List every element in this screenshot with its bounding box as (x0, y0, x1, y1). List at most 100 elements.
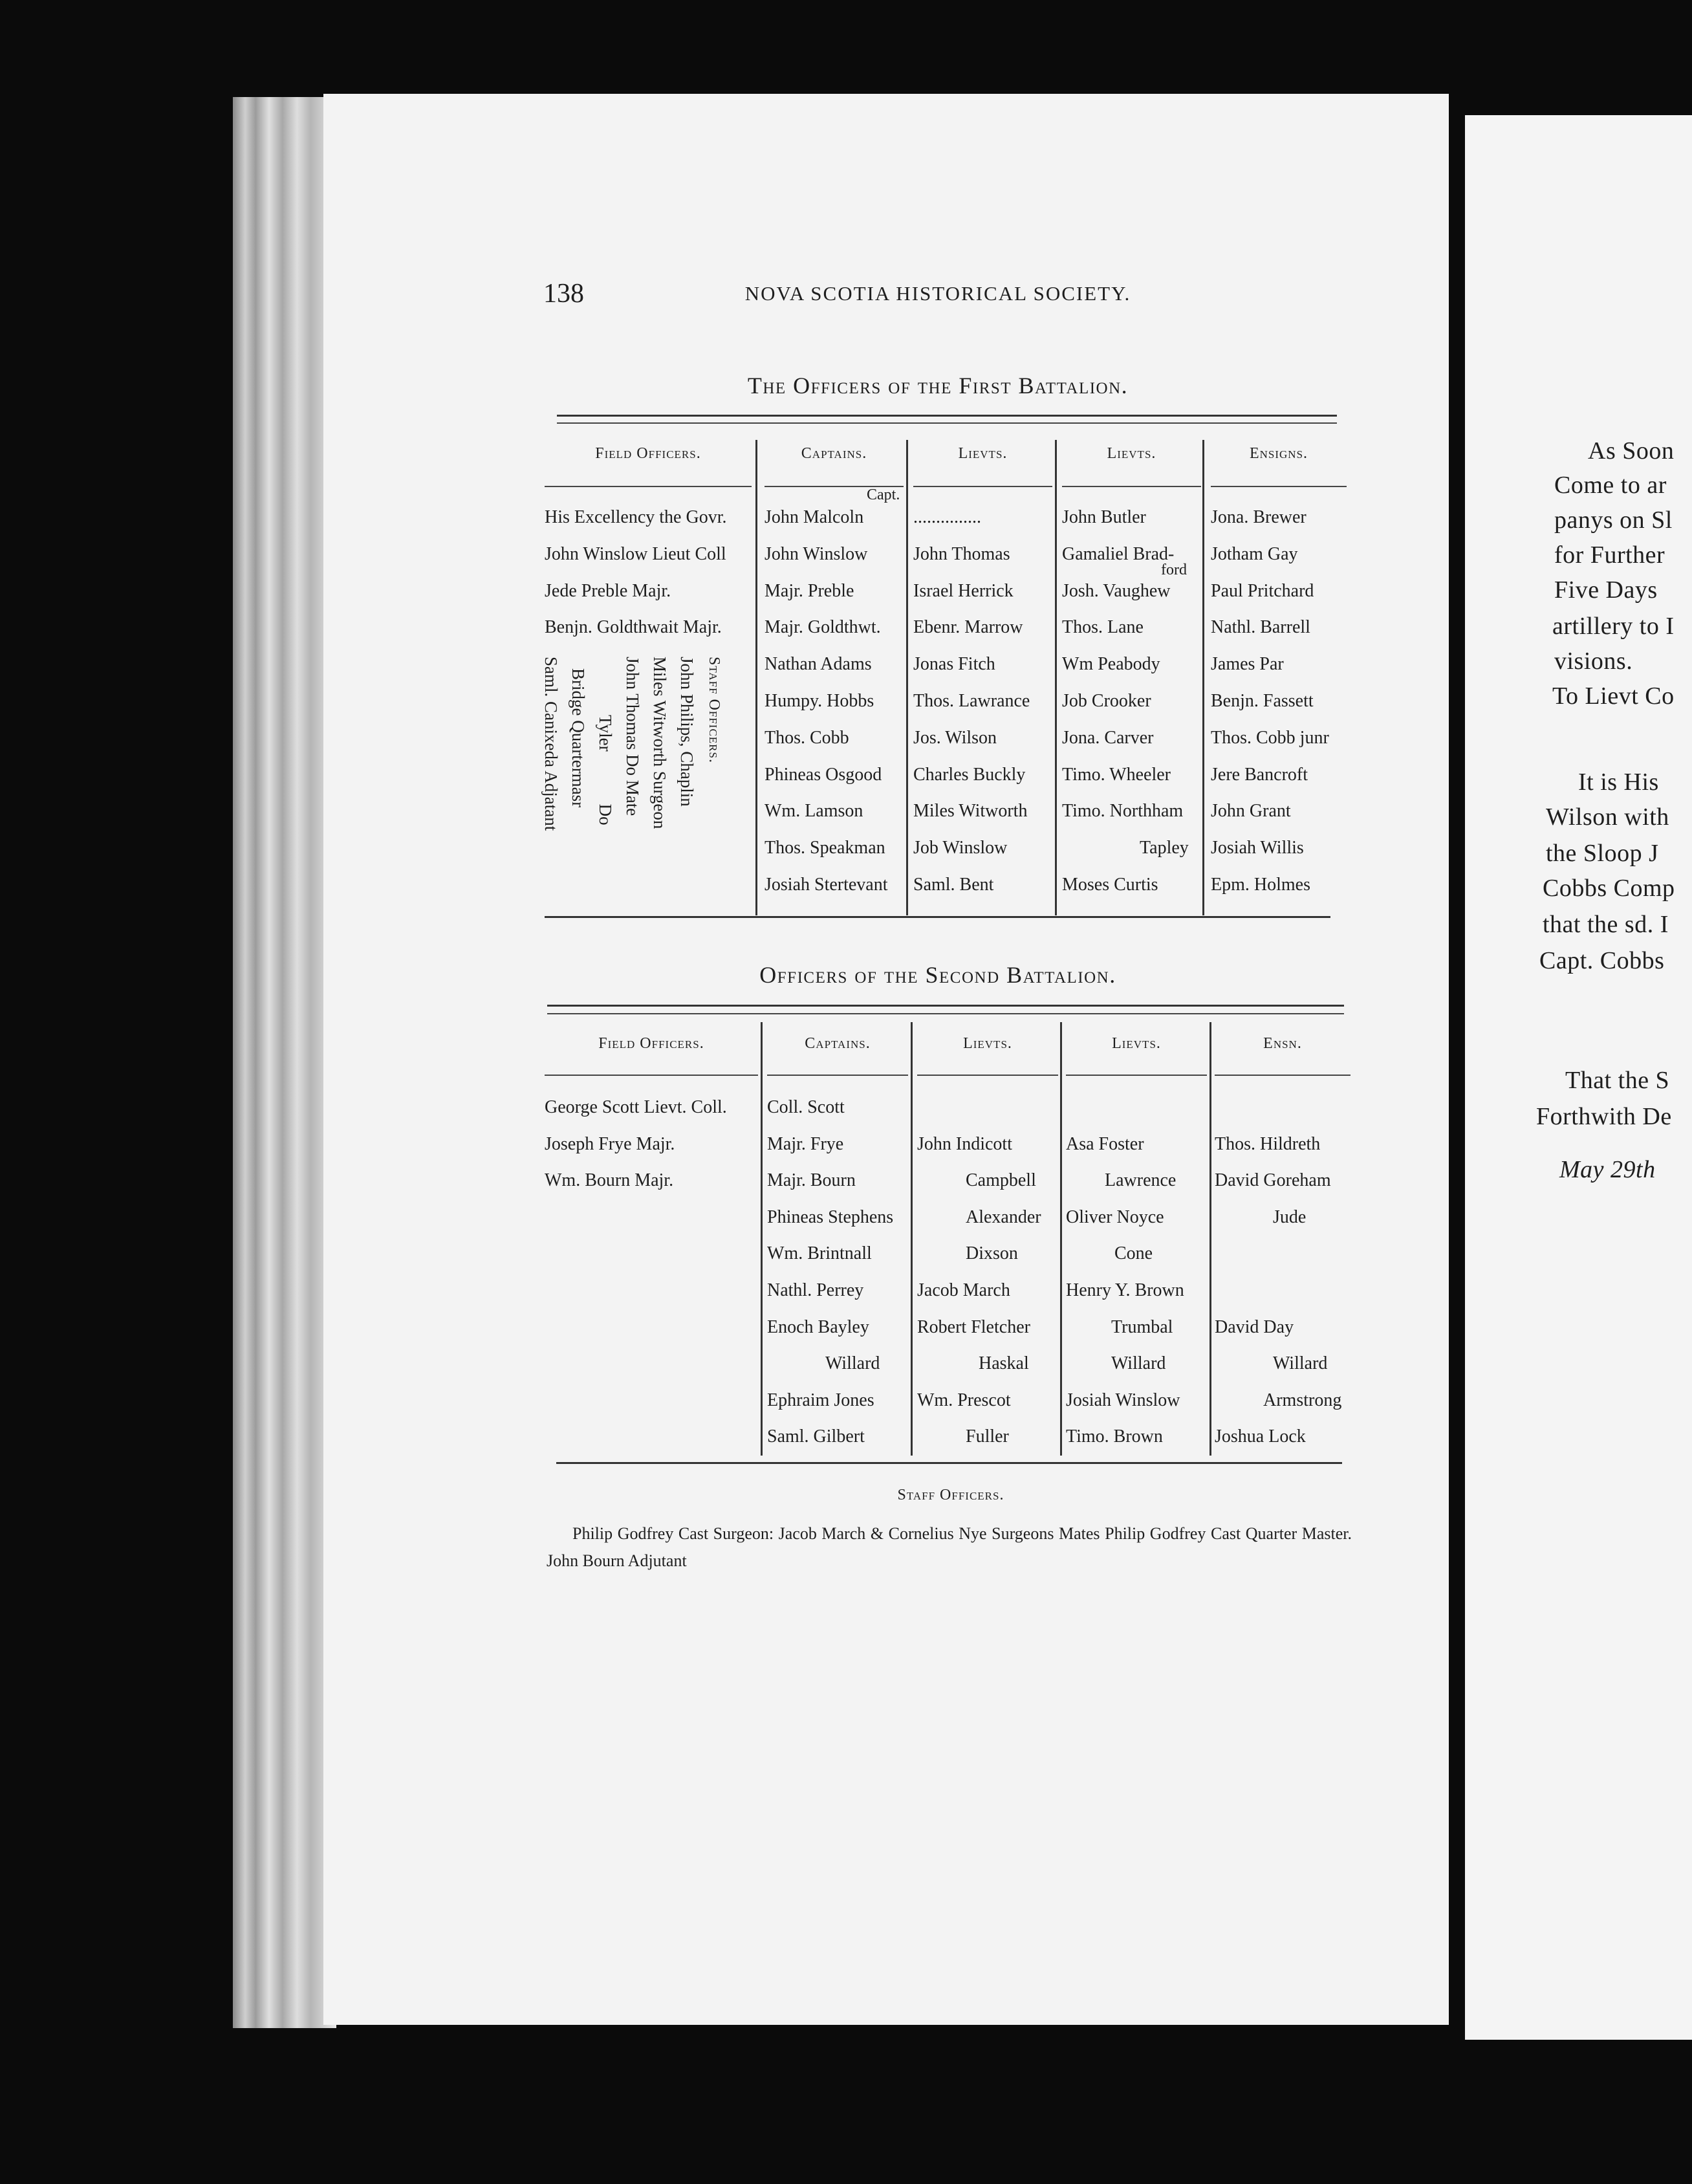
text-line: Cobbs Comp (1543, 875, 1675, 902)
header-underline (1211, 486, 1347, 487)
column-divider (761, 1022, 763, 1456)
text-line: that the sd. I (1543, 911, 1669, 938)
table-cell: Saml. Bent (913, 875, 994, 895)
column-header: Lievts. (958, 445, 1008, 462)
column-divider (1060, 1022, 1062, 1456)
table-cell: Paul Pritchard (1211, 580, 1314, 601)
capt-note: Capt. (867, 486, 900, 503)
text-line: That the S (1565, 1067, 1670, 1094)
table-cell: Cone (1114, 1243, 1153, 1264)
divider (557, 422, 1337, 424)
table-cell: Jos. Wilson (913, 727, 997, 748)
text-line: It is His (1578, 769, 1659, 796)
table-cell: Majr. Frye (767, 1133, 844, 1154)
divider (547, 1013, 1344, 1014)
table-cell: Dixson (966, 1243, 1018, 1264)
table-cell: Jere Bancroft (1211, 764, 1308, 785)
running-head: NOVA SCOTIA HISTORICAL SOCIETY. (744, 282, 1131, 305)
table-cell: John Indicott (917, 1133, 1012, 1154)
divider (556, 1462, 1342, 1464)
table-cell: ............... (913, 507, 981, 527)
table-cell: Thos. Hildreth (1215, 1133, 1321, 1154)
table-cell: Majr. Goldthwt. (765, 617, 881, 638)
table-cell: George Scott Lievt. Coll. (545, 1097, 727, 1117)
right-page (1465, 115, 1692, 2040)
table-cell: Thos. Cobb (765, 727, 849, 748)
divider (547, 1005, 1344, 1007)
text-line: the Sloop J (1546, 840, 1659, 867)
table-cell: Joseph Frye Majr. (545, 1133, 675, 1154)
table-cell: Timo. Brown (1066, 1426, 1163, 1447)
header-underline (767, 1075, 908, 1076)
header-underline (917, 1075, 1058, 1076)
table-cell: Fuller (966, 1426, 1009, 1447)
header-underline (545, 1075, 758, 1076)
column-header: Lievts. (1112, 1035, 1161, 1052)
column-divider (911, 1022, 913, 1456)
column-divider (1209, 1022, 1211, 1456)
table-cell: Joshua Lock (1215, 1426, 1306, 1447)
table-cell: Oliver Noyce (1066, 1207, 1164, 1227)
table-cell: Willard (1111, 1353, 1166, 1374)
table-cell: Nathan Adams (765, 654, 872, 675)
table-cell: Wm. Lamson (765, 801, 863, 822)
table-cell: Wm. Brintnall (767, 1243, 872, 1264)
page-number: 138 (543, 279, 584, 309)
table-cell: Wm. Prescot (917, 1390, 1011, 1410)
table-cell: Alexander (966, 1207, 1041, 1227)
column-header: Captains. (801, 445, 867, 462)
table-cell: Haskal (979, 1353, 1029, 1374)
table-cell: John Winslow Lieut Coll (545, 543, 726, 564)
table-cell: Jede Preble Majr. (545, 580, 671, 601)
ford-note: ford (1161, 562, 1187, 578)
table-cell: Jacob March (917, 1280, 1010, 1300)
column-header: Field Officers. (595, 445, 701, 462)
table-cell: John Grant (1211, 801, 1291, 822)
header-underline (1066, 1075, 1207, 1076)
table-cell: Majr. Bourn (767, 1170, 856, 1191)
staff-officers-heading: Staff Officers. (706, 657, 722, 763)
column-divider (1202, 440, 1204, 915)
column-header: Ensigns. (1249, 445, 1308, 462)
table-cell: His Excellency the Govr. (545, 507, 727, 527)
table-cell: Humpy. Hobbs (765, 691, 874, 711)
table-cell: Jude (1273, 1207, 1307, 1227)
table-cell: Benjn. Goldthwait Majr. (545, 617, 722, 638)
table-cell: Miles Witworth (913, 801, 1028, 822)
table-cell: Charles Buckly (913, 764, 1026, 785)
staff-officers-heading: Staff Officers. (897, 1487, 1004, 1503)
first-battalion-title: The Officers of the First Battalion. (747, 373, 1129, 399)
text-line: Five Days (1554, 576, 1658, 604)
table-cell: John Malcoln (765, 507, 864, 527)
column-header: Captains. (805, 1035, 871, 1052)
text-line: for Further (1554, 541, 1665, 569)
staff-line: John Thomas Do Mate (623, 657, 642, 816)
table-cell: Saml. Gilbert (767, 1426, 865, 1447)
header-underline (765, 486, 904, 487)
text-line: As Soon (1588, 437, 1675, 464)
table-cell: Majr. Preble (765, 580, 854, 601)
staff-officers-vertical: Staff Officers. John Philips, Chaplin Mi… (541, 657, 728, 902)
text-line: visions. (1554, 648, 1633, 675)
header-underline (1062, 486, 1201, 487)
table-cell: Jonas Fitch (913, 654, 995, 675)
table-cell: James Par (1211, 654, 1284, 675)
table-cell: John Butler (1062, 507, 1146, 527)
table-cell: Thos. Speakman (765, 838, 885, 858)
table-cell: Thos. Lane (1062, 617, 1144, 638)
table-cell: Moses Curtis (1062, 875, 1158, 895)
table-cell: Enoch Bayley (767, 1316, 869, 1337)
page-edges (233, 97, 336, 2028)
table-cell: Ebenr. Marrow (913, 617, 1023, 638)
table-cell: Gamaliel Brad- (1062, 543, 1175, 564)
text-line: panys on Sl (1554, 507, 1673, 534)
text-line: Wilson with (1546, 803, 1669, 831)
table-cell: Israel Herrick (913, 580, 1014, 601)
table-cell: Nathl. Perrey (767, 1280, 864, 1300)
table-cell: Josiah Stertevant (765, 875, 888, 895)
table-cell: Josh. Vaughew (1062, 580, 1171, 601)
column-header: Ensn. (1263, 1035, 1302, 1052)
table-cell: Tapley (1140, 838, 1189, 858)
table-cell: Timo. Wheeler (1062, 764, 1171, 785)
column-header: Field Officers. (598, 1035, 704, 1052)
